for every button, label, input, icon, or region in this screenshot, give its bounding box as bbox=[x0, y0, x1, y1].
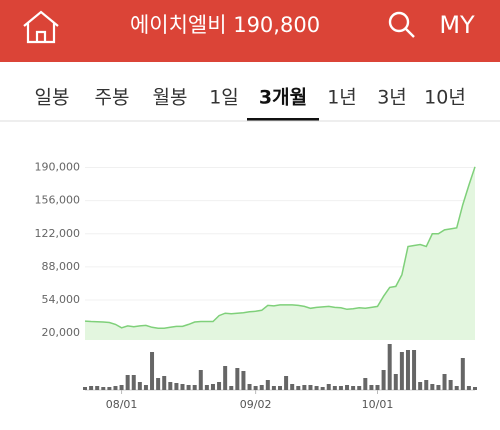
volume-bar bbox=[473, 387, 477, 390]
volume-bar bbox=[125, 375, 130, 390]
volume-bar bbox=[405, 350, 410, 390]
volume-bar bbox=[186, 385, 191, 390]
volume-bar bbox=[101, 387, 106, 390]
volume-bar bbox=[174, 383, 179, 390]
x-tick-label: 10/01 bbox=[362, 398, 394, 411]
volume-bar bbox=[314, 386, 319, 390]
volume-bar bbox=[143, 385, 148, 390]
volume-bar bbox=[107, 387, 112, 390]
volume-bar bbox=[375, 385, 380, 390]
tab[interactable]: 1일 bbox=[209, 87, 239, 109]
search-button[interactable] bbox=[388, 11, 415, 38]
volume-bar bbox=[253, 386, 258, 390]
y-tick-label: 122,000 bbox=[35, 227, 81, 240]
my-button[interactable]: MY bbox=[439, 11, 475, 39]
volume-bar bbox=[290, 384, 295, 390]
volume-bar bbox=[308, 385, 313, 390]
volume-bar bbox=[357, 386, 362, 390]
volume-bar bbox=[168, 382, 173, 390]
volume-bar bbox=[284, 376, 289, 390]
volume-bar bbox=[345, 385, 350, 390]
volume-bar bbox=[217, 382, 222, 390]
volume-bar bbox=[296, 386, 301, 390]
volume-bar bbox=[192, 385, 197, 390]
y-tick-label: 88,000 bbox=[42, 260, 81, 273]
header-title: 에이치엘비 190,800 bbox=[130, 13, 320, 37]
volume-bar bbox=[204, 385, 209, 390]
tab[interactable]: 10년 bbox=[424, 87, 466, 109]
volume-bar bbox=[460, 358, 465, 390]
volume-bar bbox=[351, 386, 356, 390]
tab-underline bbox=[247, 118, 319, 121]
tab[interactable]: 주봉 bbox=[95, 87, 130, 109]
volume-bar bbox=[466, 386, 471, 390]
volume-bar bbox=[95, 386, 100, 390]
volume-bar bbox=[162, 376, 167, 390]
volume-bar bbox=[418, 382, 423, 390]
tab[interactable]: 3년 bbox=[377, 87, 407, 109]
volume-bar bbox=[399, 352, 404, 390]
volume-bar bbox=[302, 385, 307, 390]
volume-bar bbox=[223, 366, 228, 390]
volume-bar bbox=[265, 380, 270, 390]
volume-bar bbox=[424, 380, 429, 390]
volume-bar bbox=[430, 384, 435, 390]
volume-bar bbox=[381, 370, 386, 390]
price-area bbox=[85, 166, 475, 340]
volume-bar bbox=[332, 386, 337, 390]
volume-bar bbox=[180, 384, 185, 390]
price-line bbox=[84, 166, 476, 330]
volume-bar bbox=[442, 374, 447, 390]
x-tick-label: 08/01 bbox=[106, 398, 138, 411]
volume-bar bbox=[89, 386, 94, 390]
volume-bar bbox=[320, 387, 325, 390]
volume-bar bbox=[241, 371, 246, 390]
volume-bar bbox=[369, 385, 374, 390]
home-button[interactable] bbox=[23, 10, 59, 44]
volume-bar bbox=[198, 370, 203, 390]
tab[interactable]: 월봉 bbox=[153, 87, 188, 109]
volume-bar bbox=[137, 382, 142, 390]
volume-bar bbox=[393, 374, 398, 390]
header-bar bbox=[0, 0, 500, 62]
x-tick-label: 09/02 bbox=[240, 398, 272, 411]
volume-bar bbox=[83, 387, 87, 390]
volume-bar bbox=[363, 378, 368, 390]
volume-bar bbox=[259, 385, 264, 390]
volume-bar bbox=[235, 368, 240, 390]
volume-bar bbox=[412, 350, 417, 390]
volume-bar bbox=[247, 384, 252, 390]
volume-bar bbox=[326, 384, 331, 390]
tab[interactable]: 3개월 bbox=[259, 87, 307, 109]
y-tick-label: 20,000 bbox=[42, 326, 81, 339]
volume-bar bbox=[271, 386, 276, 390]
volume-bar bbox=[131, 375, 136, 390]
volume-bar bbox=[338, 386, 343, 390]
tab[interactable]: 일봉 bbox=[35, 87, 70, 109]
tab-bar: 일봉 주봉 월봉 1일 3개월 1년 3년 10년 bbox=[35, 87, 466, 121]
chart: 20,000 54,000 88,000 122,000 156,000 190,000 0… bbox=[35, 161, 477, 411]
volume-bar bbox=[150, 352, 155, 390]
volume-bar bbox=[210, 384, 215, 390]
tab[interactable]: 1년 bbox=[327, 87, 357, 109]
volume-bar bbox=[448, 380, 453, 390]
volume-bar bbox=[113, 386, 118, 390]
volume-bar bbox=[229, 386, 234, 390]
volume-bar bbox=[436, 385, 441, 390]
volume-bar bbox=[119, 385, 124, 390]
y-tick-label: 156,000 bbox=[35, 194, 81, 207]
volume-bar bbox=[278, 386, 282, 390]
volume-bar bbox=[387, 344, 392, 390]
volume-bar bbox=[156, 378, 161, 390]
volume-bar bbox=[454, 386, 459, 390]
y-tick-label: 54,000 bbox=[42, 293, 81, 306]
y-tick-label: 190,000 bbox=[35, 161, 81, 174]
